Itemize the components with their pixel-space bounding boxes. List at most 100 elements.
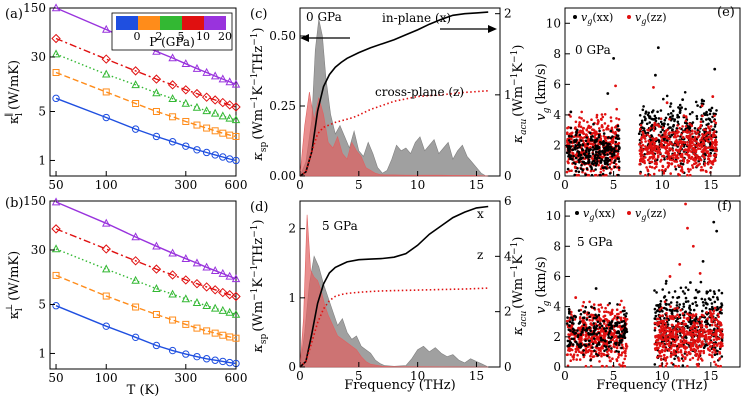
panel-e-point-zz [602, 129, 605, 132]
panel-e-point-zz [676, 134, 680, 138]
panel-e-point-zz [579, 135, 583, 139]
panel-f-point-xx [589, 332, 592, 336]
panel-d-ytick-right-label: 4 [504, 249, 512, 263]
panel-f-point-zz [671, 329, 675, 333]
panel-e-point-zz [589, 125, 593, 129]
panel-c-ytick-right-label: 1 [504, 88, 512, 102]
panel-b-point [181, 294, 191, 303]
panel-f-point-zz [686, 364, 689, 368]
panel-f-point-zz [613, 331, 616, 335]
panel-f-point-xx [701, 309, 704, 313]
panel-e-point-xx [654, 119, 658, 123]
panel-b-point [193, 352, 201, 361]
panel-f-point-zz [668, 329, 672, 332]
panel-f-point-zz [569, 347, 573, 351]
panel-f-point-zz [710, 354, 714, 357]
panel-e-point-zz [661, 126, 665, 129]
panel-e-point-zz [659, 160, 662, 163]
panel-e-point-xx [592, 159, 596, 163]
panel-e-point-xx [573, 146, 577, 149]
panel-e-point-xx [669, 112, 673, 115]
panel-f-point-xx [687, 288, 690, 292]
panel-e-point-xx [700, 99, 704, 103]
panel-f-point-xx [602, 319, 605, 323]
panel-e-point-xx [567, 139, 571, 142]
panel-f-point-xx [713, 300, 717, 304]
panel-f-xtick-label: 5 [610, 369, 618, 383]
panel-f-point-zz [682, 316, 686, 319]
panel-f-point-zz [661, 314, 664, 317]
panel-f-point-zz [656, 342, 660, 345]
panel-b-point [51, 197, 61, 206]
panel-e-point-zz [697, 147, 700, 150]
panel-e-point-xx [661, 128, 664, 132]
panel-e-point-zz [645, 152, 649, 156]
panel-a-point [52, 69, 60, 77]
legend-swatch-1 [138, 16, 160, 30]
panel-f-point-zz [576, 353, 579, 357]
panel-a-line-2 [55, 53, 237, 121]
panel-f-point-zz [719, 308, 723, 311]
panel-c-right-arrow [440, 25, 497, 33]
panel-f-point-zz [655, 321, 659, 325]
panel-f-outlier-xx [594, 287, 598, 290]
panel-e-point-zz [668, 137, 671, 141]
legend-value-0: 0 [134, 30, 141, 43]
panel-e-point-zz [702, 148, 705, 151]
panel-f-point-zz [659, 320, 663, 323]
panel-f-point-xx [589, 329, 592, 333]
panel-f-point-xx [713, 327, 716, 331]
panel-f-point-zz [698, 329, 701, 333]
panel-e-point-xx [570, 135, 573, 138]
panel-e-point-xx [611, 152, 614, 156]
panel-f-outlier-xx [712, 220, 716, 224]
panel-f-point-xx [593, 306, 596, 310]
panel-e-point-zz [707, 140, 710, 143]
panel-e-point-xx [651, 110, 654, 114]
panel-f-point-xx [684, 286, 688, 289]
panel-e-point-xx [638, 114, 642, 117]
panel-e-point-zz [644, 140, 647, 143]
panel-e-point-zz [652, 126, 655, 129]
panel-f-point-zz [658, 308, 662, 311]
panel-f-point-zz [710, 323, 714, 327]
panel-e-point-xx [578, 160, 581, 164]
panel-f-point-zz [699, 344, 702, 348]
panel-e-point-zz [645, 166, 648, 169]
panel-f-point-xx [659, 300, 663, 303]
panel-f-point-xx [688, 318, 692, 322]
panel-f-point-zz [606, 303, 610, 307]
panel-e-point-zz [580, 110, 583, 114]
panel-b-point [52, 302, 60, 310]
panel-b-point [167, 270, 178, 280]
svg-text:κl∥(W/mK): κl∥(W/mK) [4, 60, 25, 124]
panel-e-point-zz [667, 152, 670, 155]
panel-f-frame [564, 200, 741, 368]
panel-e-point-zz [709, 166, 713, 169]
panel-e-point-xx [584, 139, 588, 143]
panel-f-point-zz [705, 337, 708, 341]
panel-e-point-zz [714, 134, 717, 137]
panel-e-point-xx [606, 153, 609, 156]
panel-f-point-xx [675, 304, 679, 307]
panel-e-point-zz [672, 135, 676, 139]
panel-d-spectral-inplane-area [299, 255, 489, 368]
panel-e-point-zz [680, 165, 684, 169]
panel-f-point-zz [588, 318, 591, 322]
panel-e-point-zz [679, 159, 682, 163]
panel-e-point-zz [703, 133, 707, 137]
panel-e-point-xx [596, 160, 599, 163]
panel-e-point-zz [706, 162, 710, 166]
panel-f-point-zz [681, 312, 685, 315]
panel-a-point [130, 66, 141, 76]
panel-e-point-xx [597, 151, 600, 154]
panel-f-point-zz [683, 346, 686, 349]
panel-f-point-zz [622, 306, 626, 309]
panel-f-point-zz [621, 361, 625, 365]
panel-f-point-xx [684, 310, 687, 314]
panel-f-point-zz [718, 350, 721, 354]
panel-e-point-zz [675, 129, 679, 132]
panel-e-point-zz [684, 125, 688, 128]
panel-e-ytick-label: 6 [553, 77, 561, 91]
panel-f-point-zz [600, 327, 604, 331]
